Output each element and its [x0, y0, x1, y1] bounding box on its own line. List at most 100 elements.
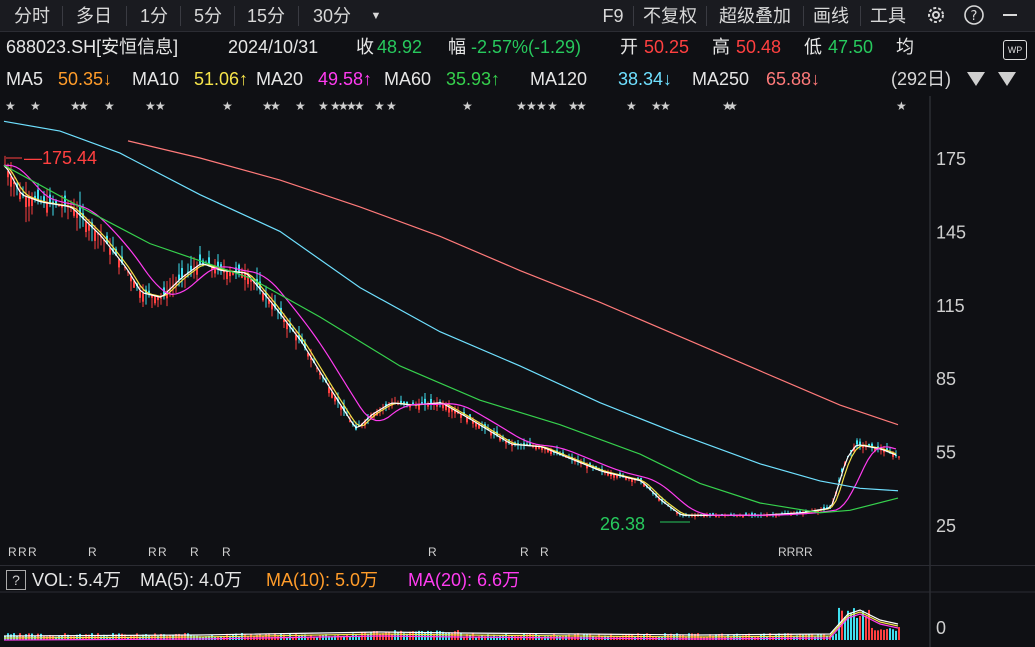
minimize-icon[interactable] — [998, 4, 1022, 28]
max-price-label: —175.44 — [24, 148, 97, 168]
r-marker: R — [222, 545, 231, 559]
volume-bar — [313, 636, 315, 640]
candle-body — [502, 436, 504, 440]
super-overlay-button[interactable]: 超级叠加 — [719, 6, 791, 26]
help-icon[interactable]: ? — [962, 4, 986, 28]
volume-bar — [340, 636, 342, 640]
candle-body — [148, 290, 150, 295]
star-marker: ★ — [462, 99, 473, 113]
volume-bar — [292, 636, 294, 640]
gear-icon[interactable] — [924, 4, 948, 28]
tab-intraday[interactable]: 分时 — [14, 6, 50, 26]
volume-bar — [610, 633, 612, 640]
candle-body — [271, 303, 273, 310]
candle-body — [340, 406, 342, 410]
volume-bar — [136, 633, 138, 640]
candle-body — [211, 267, 213, 270]
volume-bar — [733, 635, 735, 640]
volume-bar — [589, 633, 591, 640]
volume-bar — [442, 631, 444, 640]
tools-button[interactable]: 工具 — [870, 6, 906, 26]
ma60-line — [3, 164, 899, 514]
y-tick-label: 145 — [936, 222, 966, 242]
candle-body — [403, 401, 405, 405]
candle-body — [580, 463, 582, 465]
candle-body — [430, 399, 432, 404]
candle-body — [268, 300, 270, 304]
candle-body — [412, 402, 414, 405]
candle-body — [289, 323, 291, 328]
candle-body — [631, 478, 633, 482]
volume-bar — [193, 635, 195, 640]
star-marker: ★ — [547, 99, 558, 113]
r-marker: R — [148, 545, 157, 559]
volume-ma5: MA(5): 4.0万 — [140, 570, 243, 590]
tab-15min[interactable]: 15分 — [246, 6, 286, 26]
candle-body — [151, 295, 153, 298]
candle-body — [103, 240, 105, 242]
volume-bar — [415, 631, 417, 640]
candle-body — [607, 472, 609, 476]
star-marker: ★ — [374, 99, 385, 113]
volume-bar — [625, 634, 627, 640]
ma5-line — [3, 164, 897, 516]
star-marker: ★ — [346, 99, 357, 113]
r-marker-cluster: RRRR — [778, 545, 813, 559]
r-marker: R — [88, 545, 97, 559]
period-count[interactable]: (292日) — [891, 69, 952, 89]
volume-bar — [808, 634, 810, 640]
volume-bar — [712, 635, 714, 640]
volume-bar — [586, 634, 588, 640]
period-dropdown-icon[interactable] — [967, 72, 985, 86]
volume-bar — [82, 636, 84, 640]
candle-body — [235, 267, 237, 273]
volume-bar — [802, 634, 804, 640]
candle-body — [94, 230, 96, 241]
volume-bar — [685, 636, 687, 640]
volume-bar — [337, 634, 339, 640]
candle-body — [538, 446, 540, 449]
candle-body — [634, 479, 636, 481]
candle-body — [850, 450, 852, 452]
tab-5min[interactable]: 5分 — [193, 6, 222, 26]
ma20-label: MA20 — [256, 69, 304, 89]
volume-bar — [7, 633, 9, 640]
candle-body — [856, 440, 858, 445]
volume-bar — [496, 636, 498, 640]
draw-line-button[interactable]: 画线 — [813, 6, 849, 26]
no-adjust-button[interactable]: 不复权 — [643, 6, 697, 26]
tab-1min[interactable]: 1分 — [139, 6, 168, 26]
candle-body — [334, 396, 336, 402]
tab-multi-day[interactable]: 多日 — [76, 6, 112, 26]
collapse-icon[interactable] — [998, 72, 1016, 86]
candle-body — [859, 441, 861, 446]
tab-30min[interactable]: 30分 — [312, 6, 352, 26]
divider — [803, 6, 804, 26]
f9-button[interactable]: F9 — [602, 6, 624, 26]
high-value: 50.48 — [736, 37, 782, 57]
star-marker: ★ — [722, 99, 733, 113]
y-tick-label: 25 — [936, 516, 956, 536]
volume-bar — [268, 633, 270, 640]
candle-body — [139, 290, 141, 298]
ma10-line — [3, 164, 897, 516]
wp-badge[interactable]: WP — [1003, 40, 1027, 60]
candle-body — [862, 445, 864, 448]
volume-help-icon[interactable]: ? — [6, 570, 26, 590]
candle-body — [898, 456, 900, 458]
candle-body — [331, 391, 333, 398]
star-marker: ★ — [222, 99, 233, 113]
volume-bar — [19, 633, 21, 640]
candle-body — [232, 271, 234, 275]
volume-bar — [877, 630, 879, 640]
r-marker: R — [428, 545, 437, 559]
candle-body — [658, 498, 660, 501]
volume-bar — [79, 633, 81, 640]
high-label: 高 — [712, 37, 730, 57]
volume-bar — [118, 633, 120, 640]
volume-bar — [349, 636, 351, 640]
volume-bar — [484, 636, 486, 640]
volume-bar — [529, 633, 531, 640]
period-dropdown-icon[interactable]: ▼ — [370, 10, 382, 22]
